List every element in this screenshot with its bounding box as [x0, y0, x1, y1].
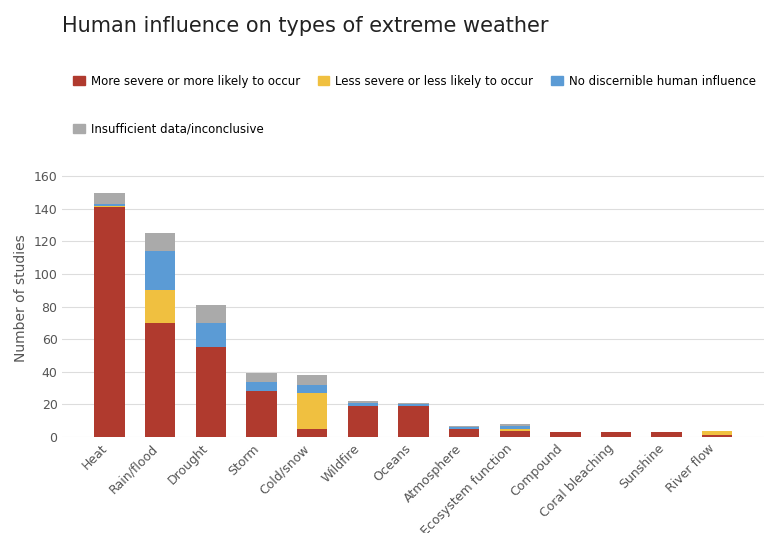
Bar [145, 323, 176, 437]
Bar [246, 391, 277, 437]
Bar [94, 206, 125, 207]
Bar [145, 251, 176, 290]
Bar [94, 207, 125, 437]
Bar [145, 233, 176, 251]
Bar [499, 424, 530, 426]
Bar [297, 429, 328, 437]
Bar [601, 432, 631, 437]
Bar [196, 323, 226, 348]
Bar [297, 375, 328, 385]
Bar [499, 426, 530, 429]
Bar [448, 426, 479, 427]
Bar [348, 401, 378, 403]
Bar [550, 432, 580, 437]
Bar [145, 290, 176, 323]
Bar [702, 431, 732, 435]
Bar [94, 204, 125, 206]
Legend: More severe or more likely to occur, Less severe or less likely to occur, No dis: More severe or more likely to occur, Les… [69, 70, 760, 92]
Bar [246, 374, 277, 382]
Bar [94, 192, 125, 204]
Bar [196, 305, 226, 323]
Bar [246, 382, 277, 391]
Bar [702, 435, 732, 437]
Bar [399, 406, 428, 437]
Bar [297, 393, 328, 429]
Y-axis label: Number of studies: Number of studies [14, 235, 28, 362]
Legend: Insufficient data/inconclusive: Insufficient data/inconclusive [69, 118, 268, 140]
Bar [499, 431, 530, 437]
Bar [651, 432, 682, 437]
Bar [399, 403, 428, 405]
Bar [348, 403, 378, 406]
Bar [499, 429, 530, 431]
Bar [399, 405, 428, 406]
Bar [348, 406, 378, 437]
Text: Human influence on types of extreme weather: Human influence on types of extreme weat… [62, 16, 549, 36]
Bar [448, 429, 479, 437]
Bar [196, 348, 226, 437]
Bar [448, 427, 479, 429]
Bar [297, 385, 328, 393]
